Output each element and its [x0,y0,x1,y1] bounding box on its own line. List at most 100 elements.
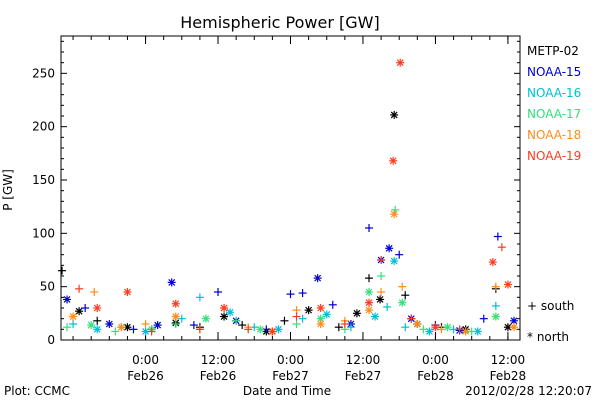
marker-stroke [376,296,384,303]
data-point-metp-02 [238,321,247,330]
data-point-noaa-18 [509,323,518,332]
data-point-noaa-15 [493,232,502,241]
data-point-noaa-16 [346,323,355,332]
chart-title: Hemispheric Power [GW] [180,13,379,32]
data-point-noaa-17 [292,320,301,328]
data-point-metp-02 [334,323,343,332]
marker-stroke [492,313,500,320]
marker-stroke [317,320,325,328]
data-point-noaa-16 [390,257,399,266]
marker-stroke [142,328,149,335]
data-point-noaa-15 [286,290,295,299]
x-tick-time-label: 12:00 [201,353,236,367]
legend-item: METP-02 [527,44,579,58]
data-point-noaa-18 [413,320,422,328]
marker-stroke [202,315,210,323]
marker-stroke [226,308,234,316]
data-point-noaa-17 [63,323,72,332]
marker-stroke [154,321,162,329]
data-point-noaa-17 [111,327,120,336]
series-legend: METP-02 NOAA-15 NOAA-16 NOAA-17 NOAA-18 NOAA-… [527,44,581,163]
data-point-noaa-17 [171,320,180,328]
data-point-noaa-15 [479,314,488,323]
data-point-metp-02 [304,306,313,315]
x-tick-time-label: 12:00 [491,353,526,367]
data-point-noaa-19 [488,258,497,267]
marker-stroke [314,274,322,282]
marker-stroke [93,304,101,312]
data-point-metp-02 [123,323,132,332]
x-tick-time-label: 0:00 [277,353,304,367]
data-point-noaa-19 [220,304,229,312]
marker-stroke [220,304,228,312]
data-point-noaa-15 [63,295,72,304]
data-point-noaa-19 [195,325,204,334]
data-point-noaa-19 [396,58,405,67]
data-point-noaa-17 [232,316,241,325]
marker-stroke [432,323,439,331]
data-point-noaa-15 [105,320,114,328]
data-point-noaa-19 [123,288,132,296]
data-point-noaa-16 [69,320,78,328]
data-point-noaa-18 [90,288,99,296]
x-tick-date-label: Feb27 [345,369,382,383]
marker-stroke [93,325,101,333]
plot-timestamp: 2012/02/28 12:20:07 [465,384,592,398]
marker-stroke [504,281,512,288]
data-point-metp-02 [376,295,385,304]
data-point-noaa-16 [177,314,186,323]
data-point-metp-02 [93,316,102,325]
plot-credit: Plot: CCMC [4,384,70,398]
marker-stroke [124,288,131,296]
data-point-metp-02 [58,266,67,275]
data-point-noaa-18 [398,282,407,291]
y-tick-label: 200 [32,120,55,134]
marker-stroke [305,306,313,314]
data-markers [58,58,518,336]
x-tick-time-label: 0:00 [132,353,159,367]
marker-stroke [172,300,180,308]
marker-stroke [489,258,497,266]
marker-stroke [398,299,406,307]
data-point-noaa-17 [377,272,386,280]
data-point-noaa-16 [195,293,204,302]
hemisphere-legend-item: * north [527,330,569,344]
data-point-metp-02 [75,307,84,316]
x-tick-date-label: Feb28 [417,369,454,383]
data-point-noaa-19 [93,304,102,312]
data-point-noaa-15 [214,288,223,296]
hemisphere-legend: + south * north [527,299,574,344]
legend-item: NOAA-19 [527,149,581,163]
data-point-noaa-19 [431,323,440,332]
y-tick-label: 250 [32,66,55,80]
marker-stroke [87,321,95,329]
marker-stroke [504,323,512,331]
marker-stroke [462,328,470,335]
data-point-noaa-19 [75,284,84,293]
marker-stroke [274,325,282,333]
legend-item: NOAA-18 [527,128,581,142]
data-point-noaa-16 [93,325,102,334]
data-point-noaa-16 [425,327,434,336]
y-axis-ticks: 0 50 100 150 200 250 [32,40,520,347]
marker-stroke [390,257,398,265]
marker-stroke [317,315,325,323]
data-point-noaa-15 [313,274,322,283]
marker-stroke [444,323,451,331]
marker-stroke [353,309,361,317]
legend-item: NOAA-15 [527,65,581,79]
data-point-noaa-16 [226,308,235,317]
data-point-noaa-18 [461,327,470,336]
data-point-noaa-17 [256,325,265,334]
data-point-noaa-16 [383,302,392,311]
x-tick-time-label: 0:00 [422,353,449,367]
marker-stroke [425,328,433,335]
x-tick-date-label: Feb26 [127,369,164,383]
data-point-metp-02 [401,291,410,300]
data-point-noaa-16 [401,323,410,332]
data-point-noaa-17 [491,312,500,321]
marker-stroke [117,323,125,331]
data-point-noaa-18 [491,282,500,291]
data-point-noaa-16 [298,314,307,323]
data-point-noaa-19 [316,304,325,312]
